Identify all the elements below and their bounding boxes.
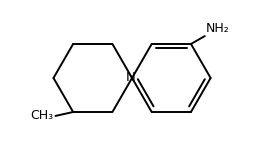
Text: N: N — [126, 71, 136, 85]
Text: CH₃: CH₃ — [30, 109, 53, 122]
Text: NH₂: NH₂ — [206, 22, 230, 35]
